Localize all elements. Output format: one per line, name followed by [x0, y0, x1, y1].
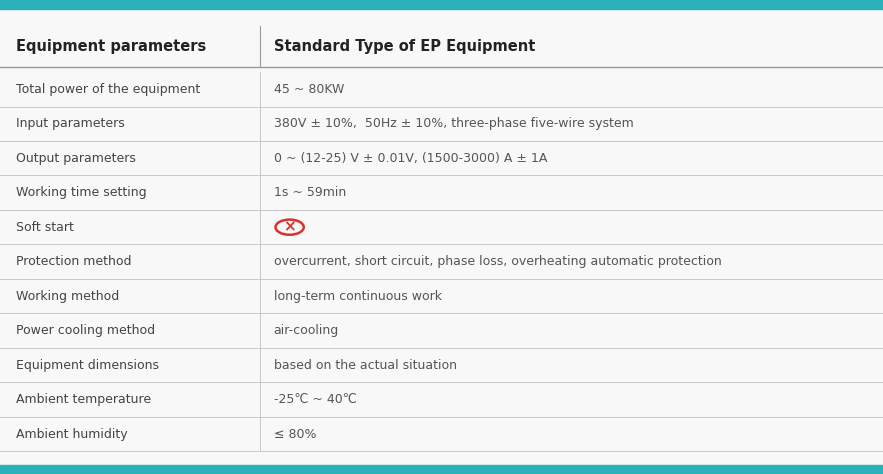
Text: ≤ 80%: ≤ 80% — [274, 428, 316, 440]
Text: long-term continuous work: long-term continuous work — [274, 290, 442, 302]
Text: Ambient humidity: Ambient humidity — [16, 428, 127, 440]
Text: Output parameters: Output parameters — [16, 152, 136, 165]
Text: Standard Type of EP Equipment: Standard Type of EP Equipment — [274, 39, 535, 54]
Text: ×: × — [283, 219, 296, 235]
Text: Equipment dimensions: Equipment dimensions — [16, 358, 159, 372]
Text: Ambient temperature: Ambient temperature — [16, 393, 151, 406]
Text: Input parameters: Input parameters — [16, 117, 125, 130]
Text: Power cooling method: Power cooling method — [16, 324, 155, 337]
Text: air-cooling: air-cooling — [274, 324, 339, 337]
Text: Working method: Working method — [16, 290, 119, 302]
Text: 45 ~ 80KW: 45 ~ 80KW — [274, 83, 344, 96]
Bar — [0, 465, 883, 474]
Text: 380V ± 10%,  50Hz ± 10%, three-phase five-wire system: 380V ± 10%, 50Hz ± 10%, three-phase five… — [274, 117, 633, 130]
Text: based on the actual situation: based on the actual situation — [274, 358, 457, 372]
Text: Equipment parameters: Equipment parameters — [16, 39, 206, 54]
Bar — [0, 0, 883, 9]
Text: overcurrent, short circuit, phase loss, overheating automatic protection: overcurrent, short circuit, phase loss, … — [274, 255, 721, 268]
Text: 1s ~ 59min: 1s ~ 59min — [274, 186, 346, 199]
Text: Protection method: Protection method — [16, 255, 132, 268]
Text: Total power of the equipment: Total power of the equipment — [16, 83, 200, 96]
Text: Working time setting: Working time setting — [16, 186, 147, 199]
Text: -25℃ ~ 40℃: -25℃ ~ 40℃ — [274, 393, 357, 406]
Text: 0 ~ (12-25) V ± 0.01V, (1500-3000) A ± 1A: 0 ~ (12-25) V ± 0.01V, (1500-3000) A ± 1… — [274, 152, 547, 165]
Text: Soft start: Soft start — [16, 221, 74, 234]
